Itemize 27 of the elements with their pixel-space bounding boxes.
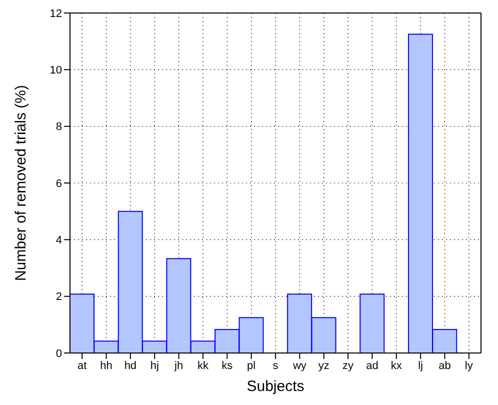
y-tick-label: 6 <box>56 178 62 190</box>
x-tick-label: kk <box>197 360 209 372</box>
x-tick-label: ks <box>222 360 234 372</box>
y-tick-label: 2 <box>56 291 62 304</box>
x-axis-title: Subjects <box>246 378 304 395</box>
x-tick-label: hh <box>100 360 112 372</box>
x-tick-label: ad <box>366 360 378 372</box>
x-tick-label: s <box>272 360 279 372</box>
x-tick-label: lj <box>418 360 424 372</box>
x-tick-label: jh <box>174 360 184 372</box>
y-tick-label: 0 <box>56 348 62 360</box>
x-tick-label: kx <box>390 360 402 372</box>
x-tick-label: wy <box>292 360 307 372</box>
x-tick-label: ab <box>438 360 451 372</box>
x-tick-label: hd <box>124 360 137 372</box>
y-axis-title: Number of removed trials (%) <box>12 85 30 281</box>
x-tick-label: ly <box>464 360 474 372</box>
x-tick-label: yz <box>318 360 330 372</box>
x-tick-label: zy <box>342 360 354 372</box>
x-tick-label: at <box>77 360 87 372</box>
y-tick-label: 10 <box>50 64 62 77</box>
y-tick-label: 4 <box>56 234 62 247</box>
x-tick-label: pl <box>247 360 256 372</box>
y-tick-label: 12 <box>50 8 62 20</box>
x-tick-label: hj <box>150 360 159 372</box>
bar <box>360 294 385 353</box>
y-tick-label: 8 <box>56 121 62 134</box>
